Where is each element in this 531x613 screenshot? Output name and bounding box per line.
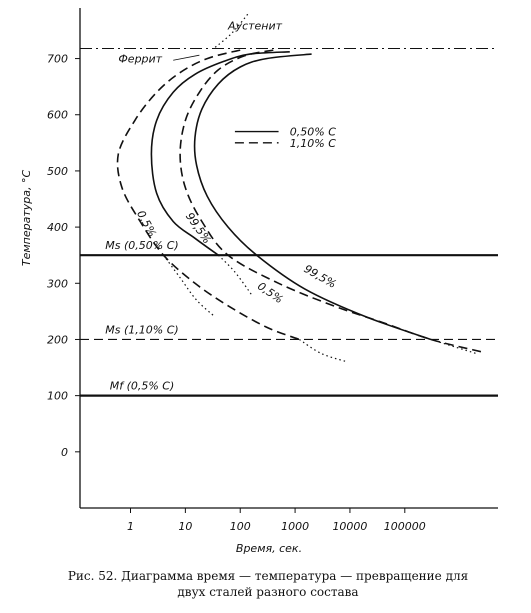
caption-line-2: двух сталей разного состава: [177, 585, 359, 599]
legend-label-0: 0,50% С: [290, 126, 336, 139]
y-tick-label-3: 300: [47, 277, 68, 290]
curve-4: [116, 49, 300, 341]
curve-0: [150, 51, 290, 256]
figure-caption: Рис. 52. Диаграмма время — температура —…: [18, 568, 518, 600]
reference-line-label-0: Ms (0,50% С): [105, 239, 178, 252]
curve-6: [299, 338, 348, 363]
annotation-0: Аустенит: [227, 19, 283, 32]
caption-line-1: Рис. 52. Диаграмма время — температура —…: [67, 569, 469, 583]
y-axis-label: Температура, °С: [20, 170, 33, 267]
curve-5: [179, 49, 482, 353]
ferrite-pointer: [173, 54, 200, 61]
x-tick-label-1: 10: [178, 520, 192, 533]
curve-2: [217, 254, 252, 295]
annotation-1: Феррит: [118, 52, 162, 65]
reference-line-label-2: Mf (0,5% С): [110, 380, 175, 393]
y-tick-label-4: 400: [47, 221, 68, 234]
x-tick-label-2: 100: [230, 520, 251, 533]
plot-frame: [79, 8, 498, 509]
x-tick-label-5: 100000: [384, 520, 426, 533]
y-tick-label-5: 500: [47, 165, 68, 178]
x-tick-label-0: 1: [127, 520, 134, 533]
legend: 0,50% С1,10% С: [234, 126, 336, 150]
y-tick-label-6: 600: [47, 109, 68, 122]
x-tick-label-3: 1000: [281, 520, 309, 533]
y-tick-label-2: 200: [47, 333, 68, 346]
curve-3: [430, 338, 477, 355]
x-tick-label-4: 10000: [332, 520, 367, 533]
annotation-5: 99,5%: [302, 262, 339, 291]
annotation-2: 0,5%: [134, 208, 159, 239]
x-axis-label: Время, сек.: [236, 542, 302, 555]
y-tick-label-7: 700: [47, 53, 68, 66]
curves: [116, 13, 482, 363]
curve-7: [163, 254, 216, 318]
y-tick-label-1: 100: [47, 390, 68, 403]
y-tick-label-0: 0: [61, 446, 68, 459]
legend-label-1: 1,10% С: [290, 137, 336, 150]
ttt-diagram: Ms (0,50% С)Ms (1,10% С)Mf (0,5% С) 0100…: [20, 8, 498, 555]
curve-8: [214, 13, 249, 48]
reference-lines: Ms (0,50% С) Ms (1,10% С) Mf (0,5% С): [80, 47, 498, 397]
reference-line-label-1: Ms (1,10% С): [105, 323, 178, 336]
tick-labels: 0 100 200 300 400 500 600 700 1 10 100 1000 10000 100…: [47, 53, 426, 533]
curve-1: [193, 53, 432, 341]
